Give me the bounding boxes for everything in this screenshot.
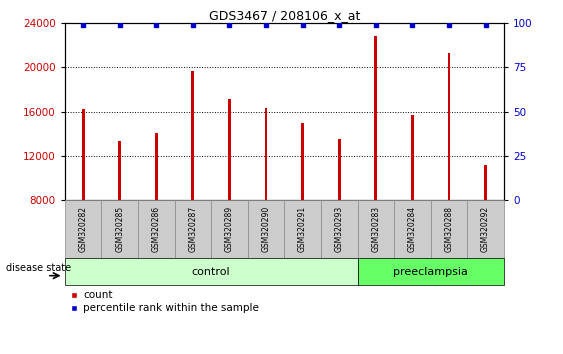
Bar [411, 115, 414, 289]
Bar [431, 200, 467, 258]
Bar [448, 53, 450, 289]
Text: GSM320283: GSM320283 [372, 206, 380, 252]
Bar [284, 200, 321, 258]
Bar [82, 109, 84, 289]
Bar [118, 141, 121, 289]
Bar [248, 200, 284, 258]
Text: GSM320289: GSM320289 [225, 206, 234, 252]
Bar [155, 132, 158, 289]
Text: GSM320282: GSM320282 [79, 206, 87, 252]
Bar [467, 200, 504, 258]
Text: GSM320285: GSM320285 [115, 206, 124, 252]
Legend: count, percentile rank within the sample: count, percentile rank within the sample [70, 290, 260, 313]
Bar [358, 200, 394, 258]
Text: GSM320287: GSM320287 [189, 206, 197, 252]
Text: GSM320284: GSM320284 [408, 206, 417, 252]
Bar [358, 258, 504, 285]
Text: GSM320293: GSM320293 [335, 206, 343, 252]
Bar [338, 139, 341, 289]
Text: GSM320290: GSM320290 [262, 206, 270, 252]
Bar [321, 200, 358, 258]
Bar [191, 70, 194, 289]
Text: GSM320286: GSM320286 [152, 206, 160, 252]
Text: GSM320292: GSM320292 [481, 206, 490, 252]
Bar [394, 200, 431, 258]
Text: disease state: disease state [6, 263, 71, 273]
Bar [265, 108, 267, 289]
Text: preeclampsia: preeclampsia [394, 267, 468, 277]
Bar [301, 122, 304, 289]
Text: control: control [192, 267, 230, 277]
Bar [484, 165, 487, 289]
Text: GSM320291: GSM320291 [298, 206, 307, 252]
Bar [65, 200, 101, 258]
Title: GDS3467 / 208106_x_at: GDS3467 / 208106_x_at [209, 9, 360, 22]
Bar [175, 200, 211, 258]
Bar [101, 200, 138, 258]
Text: GSM320288: GSM320288 [445, 206, 453, 252]
Bar [211, 200, 248, 258]
Bar [65, 258, 358, 285]
Bar [228, 99, 231, 289]
Bar [138, 200, 175, 258]
Bar [374, 36, 377, 289]
